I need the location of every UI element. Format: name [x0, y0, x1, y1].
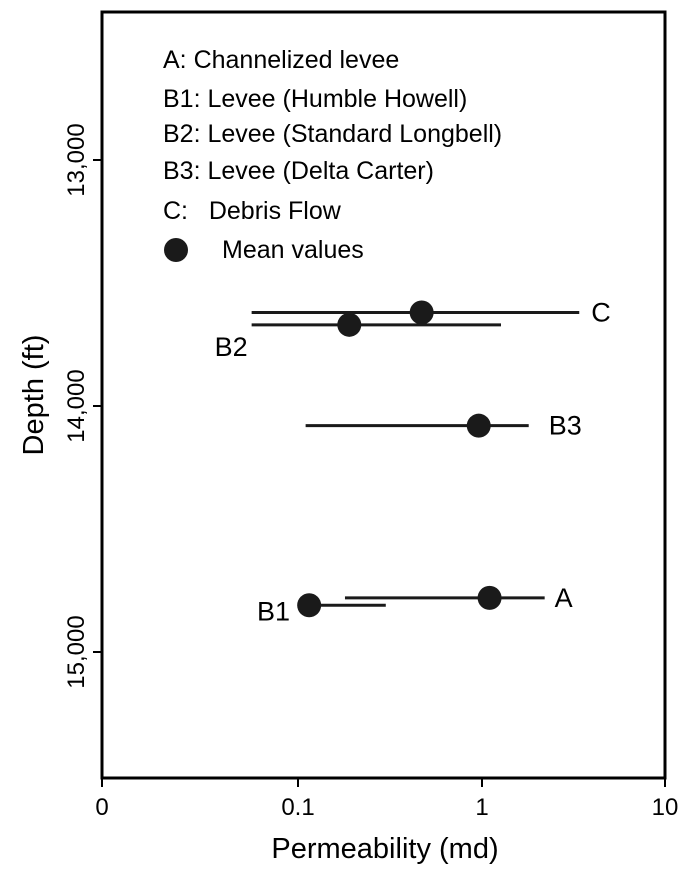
legend-entry-c: C: Debris Flow: [163, 197, 342, 225]
plot-area-frame: [100, 10, 667, 780]
y-tick-label: 15,000: [63, 615, 90, 688]
series-label-c: C: [591, 298, 611, 328]
x-tick-label: 10: [652, 794, 679, 821]
y-axis-title: Depth (ft): [18, 335, 50, 456]
mean-point-b3: [466, 413, 491, 438]
mean-point-b2: [337, 312, 362, 337]
x-axis-title: Permeability (md): [271, 833, 498, 865]
mean-point-b1: [297, 593, 322, 618]
y-tick-label: 14,000: [63, 369, 90, 442]
legend-entry-a: A: Channelized levee: [163, 46, 399, 74]
series-layer: C B2 B3 A B1: [215, 298, 611, 627]
x-tick-label: 0.1: [281, 794, 314, 821]
legend: A: Channelized levee B1: Levee (Humble H…: [163, 46, 502, 264]
y-tick-label: 13,000: [63, 123, 90, 196]
legend-entry-b3: B3: Levee (Delta Carter): [163, 157, 434, 185]
x-axis: 0 0.1 1 10: [95, 778, 678, 821]
series-label-b3: B3: [549, 411, 582, 441]
x-tick-label: 1: [475, 794, 488, 821]
series-label-b1: B1: [257, 596, 290, 626]
legend-mean-label: Mean values: [222, 236, 364, 264]
y-axis: 13,000 14,000 15,000: [63, 123, 102, 689]
mean-point-a: [477, 585, 502, 610]
mean-point-c: [409, 300, 434, 325]
legend-entry-b1: B1: Levee (Humble Howell): [163, 85, 467, 113]
series-label-a: A: [555, 583, 573, 613]
series-label-b2: B2: [215, 332, 248, 362]
legend-mean-marker: [164, 238, 188, 262]
legend-entry-b2: B2: Levee (Standard Longbell): [163, 120, 502, 148]
x-tick-label: 0: [95, 794, 108, 821]
